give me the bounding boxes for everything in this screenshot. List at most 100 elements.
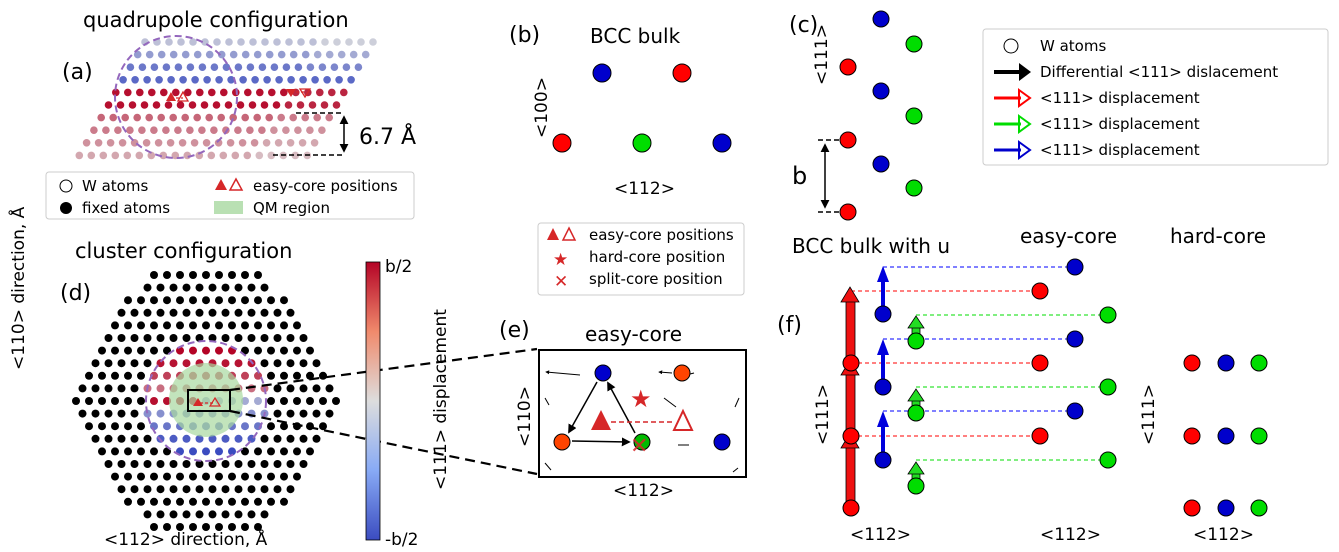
- fixed-atom: [111, 321, 119, 330]
- lattice-atom: [270, 63, 279, 71]
- fixed-atom: [176, 321, 184, 330]
- fixed-atom: [85, 422, 93, 431]
- lattice-atom: [361, 50, 370, 59]
- lattice-atom: [167, 76, 175, 84]
- fixed-atom: [91, 409, 100, 418]
- atom-red: [1031, 427, 1049, 445]
- panel-b-label: (b): [509, 23, 540, 48]
- fixed-atom: [137, 497, 145, 506]
- panel-e-xlabel: <112>: [613, 481, 674, 501]
- fixed-atom: [195, 510, 204, 519]
- fixed-atom: [72, 397, 80, 405]
- free-atom: [241, 422, 249, 431]
- fixed-atom: [247, 460, 256, 468]
- fixed-atom: [137, 321, 145, 330]
- lattice-atom: [226, 139, 235, 147]
- lattice-atom: [198, 63, 207, 71]
- fixed-atom: [325, 384, 334, 393]
- panel-f-ylabel-right: <111>: [1139, 384, 1159, 445]
- lattice-atom: [112, 88, 120, 97]
- lattice-atom: [160, 88, 168, 97]
- fixed-atom: [117, 334, 126, 342]
- fixed-atom: [228, 523, 236, 531]
- fixed-atom: [215, 321, 223, 330]
- atom-green: [905, 35, 923, 53]
- lattice-atom: [124, 88, 132, 97]
- fixed-atom: [241, 497, 249, 506]
- fixed-atom: [202, 472, 210, 481]
- lattice-atom: [349, 50, 358, 59]
- atom-red: [672, 63, 692, 83]
- free-atom: [241, 397, 249, 405]
- panel-d-title: cluster configuration: [75, 239, 292, 263]
- legend-differential: Differential <111> dislacement: [1040, 63, 1278, 81]
- fixed-atom: [293, 472, 301, 481]
- lattice-atom: [234, 63, 243, 71]
- fixed-atom: [137, 472, 145, 481]
- lattice-atom: [179, 76, 187, 84]
- fixed-atom: [293, 371, 301, 380]
- lattice-atom: [210, 63, 219, 71]
- atom-red: [1183, 499, 1201, 517]
- fixed-atom: [195, 485, 204, 494]
- fixed-atom: [286, 359, 295, 368]
- free-atom: [221, 359, 230, 368]
- fixed-atom: [273, 460, 282, 468]
- atom-blue: [1066, 402, 1084, 420]
- atom-green: [907, 332, 925, 350]
- w-atom-icon: [1003, 38, 1019, 54]
- lattice-atom: [157, 113, 165, 122]
- fixed-atom: [98, 397, 106, 405]
- colorbar: b/2 -b/2 <111> displacement: [365, 257, 451, 550]
- lattice-atom: [126, 63, 135, 71]
- lattice-atom: [286, 139, 295, 147]
- fixed-atom: [254, 346, 262, 355]
- fixed-atom: [273, 409, 282, 418]
- free-atom: [202, 346, 210, 355]
- lattice-atom: [198, 126, 206, 134]
- lattice-atom: [251, 76, 259, 84]
- fixed-atom: [234, 485, 243, 494]
- zoom-line-top: [229, 347, 538, 392]
- fixed-atom: [124, 472, 132, 481]
- fixed-atom: [202, 271, 210, 279]
- lattice-atom: [123, 151, 132, 160]
- fixed-atom: [254, 523, 262, 531]
- lattice-atom: [294, 126, 302, 134]
- fixed-atom: [117, 384, 126, 393]
- lattice-atom: [181, 50, 190, 59]
- fixed-atom: [98, 346, 106, 355]
- red-arrow-icon: [1018, 88, 1032, 108]
- lattice-atom: [310, 139, 319, 147]
- lattice-atom: [282, 126, 290, 134]
- lattice-atom: [246, 126, 254, 134]
- lattice-atom: [313, 50, 322, 59]
- free-atom: [176, 346, 184, 355]
- fixed-atom: [228, 271, 236, 279]
- lattice-atom: [215, 76, 223, 84]
- free-atom: [143, 409, 152, 418]
- fixed-atom: [260, 510, 269, 519]
- fixed-atom: [273, 485, 282, 494]
- lattice-atom: [253, 113, 261, 122]
- fixed-atom: [163, 321, 171, 330]
- fixed-atom: [312, 359, 321, 368]
- fixed-atom: [286, 384, 295, 393]
- zoom-panel: [538, 349, 747, 478]
- lattice-atom: [299, 76, 307, 84]
- atom-blue: [872, 155, 890, 173]
- fixed-atom: [228, 321, 236, 330]
- fixed-atom: [130, 334, 139, 342]
- lattice-atom: [289, 113, 298, 122]
- fixed-atom: [156, 510, 165, 519]
- fixed-atom: [150, 271, 158, 279]
- qm-region-swatch: [214, 201, 243, 214]
- lattice-atom: [237, 38, 245, 46]
- legend-qm-region: QM region: [253, 199, 330, 217]
- lattice-atom: [214, 139, 223, 147]
- lattice-atom: [229, 113, 237, 122]
- panel-e: (e) easy-core <110> ★ ✕ <112>: [499, 318, 747, 501]
- lattice-atom: [186, 63, 195, 71]
- atom-blue: [1066, 330, 1084, 348]
- fixed-atom: [215, 271, 223, 279]
